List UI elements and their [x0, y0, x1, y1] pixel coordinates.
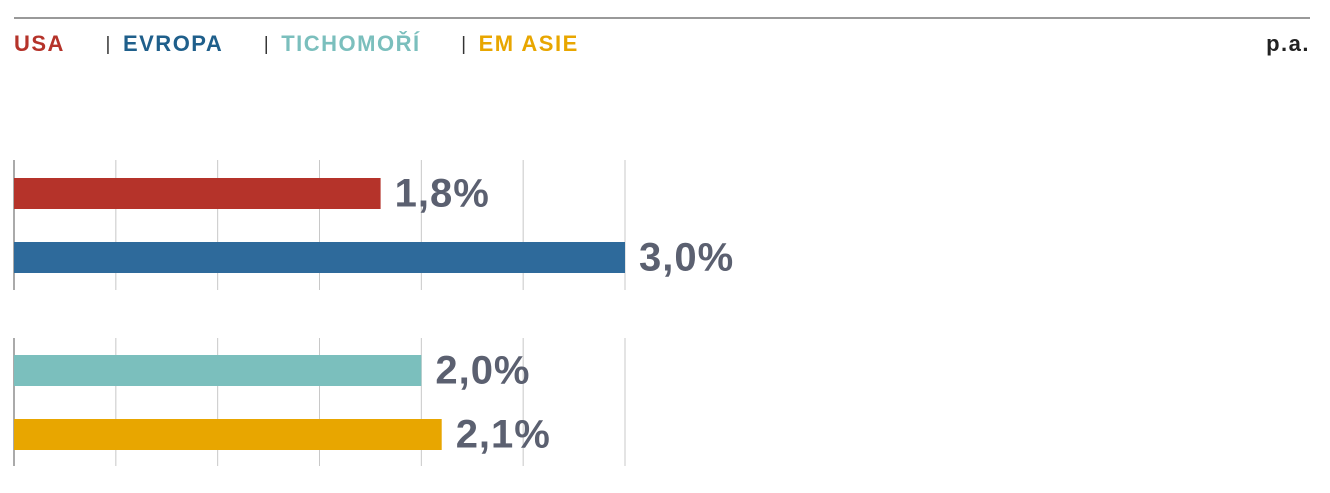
bar [14, 419, 442, 450]
bar [14, 242, 625, 273]
value-label: 3,0% [639, 236, 734, 280]
bar [14, 178, 381, 209]
legend-label: EM ASIE [479, 31, 579, 56]
value-label: 2,0% [435, 349, 530, 393]
legend-label: EVROPA [123, 31, 223, 56]
unit-note: p.a. [1266, 31, 1310, 56]
bar [14, 355, 422, 386]
value-label: 1,8% [395, 172, 490, 216]
legend-label: TICHOMOŘÍ [281, 31, 420, 56]
legend-label: USA [14, 31, 65, 56]
value-label: 2,1% [456, 413, 551, 457]
